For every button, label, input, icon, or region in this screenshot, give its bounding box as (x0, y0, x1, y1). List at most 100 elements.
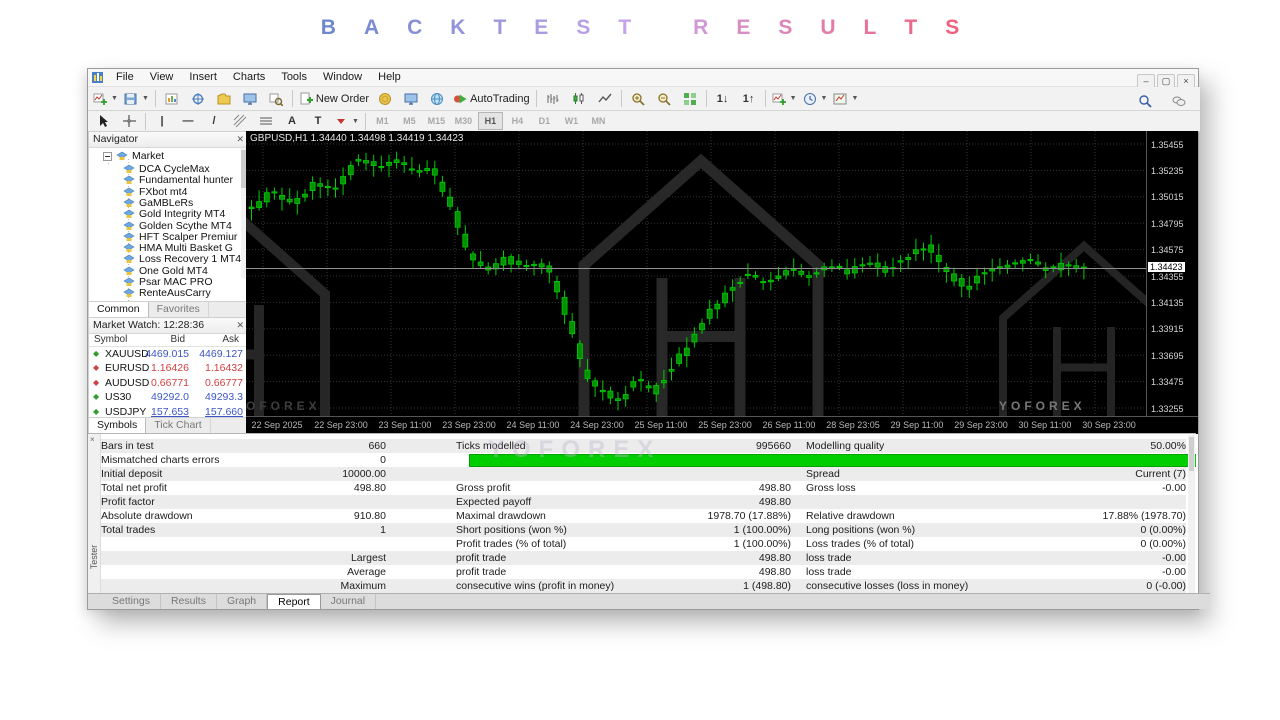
zoom-out-button[interactable] (651, 88, 677, 109)
line-chart-button[interactable] (592, 88, 618, 109)
window-controls: – ▢ × (1135, 71, 1195, 89)
collapse-icon[interactable] (103, 151, 112, 161)
autotrading-button[interactable]: AutoTrading (450, 88, 533, 109)
navigator-scrollbar[interactable] (241, 148, 246, 278)
terminal-panel-button-icon (243, 93, 257, 105)
time-tick-label: 29 Sep 23:00 (954, 420, 1008, 430)
strategy-tester-button-icon (269, 93, 283, 106)
channels-tool[interactable] (253, 111, 279, 132)
navigator-item[interactable]: Loss Recovery 1 MT4 (123, 253, 241, 265)
market-watch-row[interactable]: ◆ AUDUSD 0.66771 0.66777 (89, 376, 247, 390)
market-watch-button[interactable] (159, 88, 185, 109)
market-watch-row[interactable]: ◆ US30 49292.0 49293.3 (89, 390, 247, 404)
tile-windows-button[interactable] (677, 88, 703, 109)
tester-tabs: Settings Results Graph Report Journal (88, 593, 1210, 609)
navigator-item[interactable]: Golden Scythe MT4 (123, 220, 232, 232)
crosshair-tool[interactable] (116, 111, 142, 132)
new-chart-button[interactable]: ▼ (90, 88, 121, 109)
trendline-tool[interactable]: / (201, 111, 227, 132)
navigator-item[interactable]: DCA CycleMax (123, 163, 210, 175)
menu-view[interactable]: View (149, 71, 174, 83)
tree-connector (128, 159, 129, 301)
menu-insert[interactable]: Insert (189, 71, 217, 83)
menu-tools[interactable]: Tools (281, 71, 307, 83)
terminal-panel-button[interactable] (237, 88, 263, 109)
fibonacci-tool[interactable] (227, 111, 253, 132)
chart-plot[interactable]: GBPUSD,H1 1.34440 1.34498 1.34419 1.3442… (246, 131, 1146, 416)
navigator-item[interactable]: One Gold MT4 (123, 265, 208, 277)
market-watch-close-icon[interactable]: ✕ (236, 320, 244, 330)
menu-file[interactable]: File (116, 71, 134, 83)
tester-tab-results[interactable]: Results (161, 594, 217, 609)
new-order-button[interactable]: New Order (296, 88, 372, 109)
navigator-item[interactable]: Gold Integrity MT4 (123, 208, 225, 220)
navigator-item[interactable]: RenteAusCarry (123, 287, 211, 299)
timeframe-m5[interactable]: M5 (403, 116, 416, 126)
chat-button[interactable] (1166, 90, 1192, 111)
tester-tab-graph[interactable]: Graph (217, 594, 268, 609)
market-watch-row[interactable]: ◆ EURUSD 1.16426 1.16432 (89, 361, 247, 375)
text-tool[interactable]: A (279, 111, 305, 132)
navigator-item[interactable]: HFT Scalper Premiur (123, 231, 237, 243)
strategy-tester-button[interactable] (263, 88, 289, 109)
profiles-button[interactable]: ▼ (121, 88, 152, 109)
website-button[interactable] (424, 88, 450, 109)
cursor-tool[interactable] (90, 111, 116, 132)
report-cell: Current (7) (1135, 468, 1186, 480)
arrows-tool[interactable]: ▼ (331, 111, 362, 132)
navigator-item[interactable]: Fundamental hunter (123, 174, 233, 186)
data-window-button[interactable] (185, 88, 211, 109)
timeframe-h1[interactable]: H1 (477, 112, 503, 130)
label-tool[interactable]: T (305, 111, 331, 132)
navigator-item-market[interactable]: Market (103, 150, 164, 162)
navigator-item[interactable]: GaMBLeRs (123, 197, 193, 209)
report-scrollbar[interactable] (1188, 435, 1195, 593)
market-watch-row[interactable]: ◆ XAUUSD 4469.015 4469.127 (89, 347, 247, 361)
tester-tab-journal[interactable]: Journal (321, 594, 377, 609)
timeframe-h4[interactable]: H4 (511, 116, 524, 126)
toolbar-drawing: | — / A T ▼ M1 M5 M15 M30 H1 H4 D1 W1 MN (88, 111, 1200, 132)
period-up-button[interactable]: 1↑ (736, 88, 762, 109)
market-watch-tab-tick-chart[interactable]: Tick Chart (146, 418, 211, 434)
navigator-tab-favorites[interactable]: Favorites (149, 302, 209, 318)
market-watch-tab-symbols[interactable]: Symbols (89, 418, 147, 434)
navigator-item[interactable]: Psar MAC PRO (123, 276, 213, 288)
bar-chart-button[interactable] (540, 88, 566, 109)
market-folder-icon (116, 151, 128, 160)
indicators-button[interactable]: ▼ (769, 88, 800, 109)
templates-button[interactable]: ▼ (830, 88, 861, 109)
menu-help[interactable]: Help (378, 71, 401, 83)
tester-tab-settings[interactable]: Settings (102, 594, 161, 609)
mql-community-button[interactable] (398, 88, 424, 109)
timeframe-m1[interactable]: M1 (376, 116, 389, 126)
vertical-line-tool[interactable]: | (149, 111, 175, 132)
timeframe-mn[interactable]: MN (591, 116, 606, 126)
close-button[interactable]: × (1177, 74, 1195, 89)
timeframe-m30[interactable]: M30 (454, 116, 473, 126)
metaeditor-button[interactable] (372, 88, 398, 109)
navigator-panel-button[interactable] (211, 88, 237, 109)
minimize-button[interactable]: – (1137, 74, 1155, 89)
metaeditor-button-icon (379, 92, 392, 105)
navigator-item[interactable]: FXbot mt4 (123, 186, 187, 198)
navigator-close-icon[interactable]: ✕ (236, 134, 244, 144)
menu-charts[interactable]: Charts (232, 71, 266, 83)
report-cell: 10000.00 (342, 468, 386, 480)
navigator-item[interactable]: HMA Multi Basket G (123, 242, 233, 254)
timeframe-d1[interactable]: D1 (538, 116, 551, 126)
navigator-tab-common[interactable]: Common (89, 302, 149, 318)
tester-tab-report[interactable]: Report (267, 594, 321, 609)
horizontal-line-tool[interactable]: — (175, 111, 201, 132)
tester-close-icon[interactable]: × (90, 435, 95, 444)
period-down-button[interactable]: 1↓ (710, 88, 736, 109)
zoom-in-button[interactable] (625, 88, 651, 109)
timeframe-m15[interactable]: M15 (427, 116, 446, 126)
timeframe-w1[interactable]: W1 (564, 116, 579, 126)
market-watch-row[interactable]: ◆ USDJPY 157.653 157.660 (89, 405, 247, 419)
expert-advisor-icon (123, 255, 135, 264)
report-row: Total net profit 498.80 Gross profit 498.80… (101, 481, 1186, 495)
menu-window[interactable]: Window (323, 71, 363, 83)
search-button[interactable] (1132, 90, 1158, 111)
periods-button[interactable]: ▼ (800, 88, 831, 109)
candlestick-chart-button[interactable] (566, 88, 592, 109)
